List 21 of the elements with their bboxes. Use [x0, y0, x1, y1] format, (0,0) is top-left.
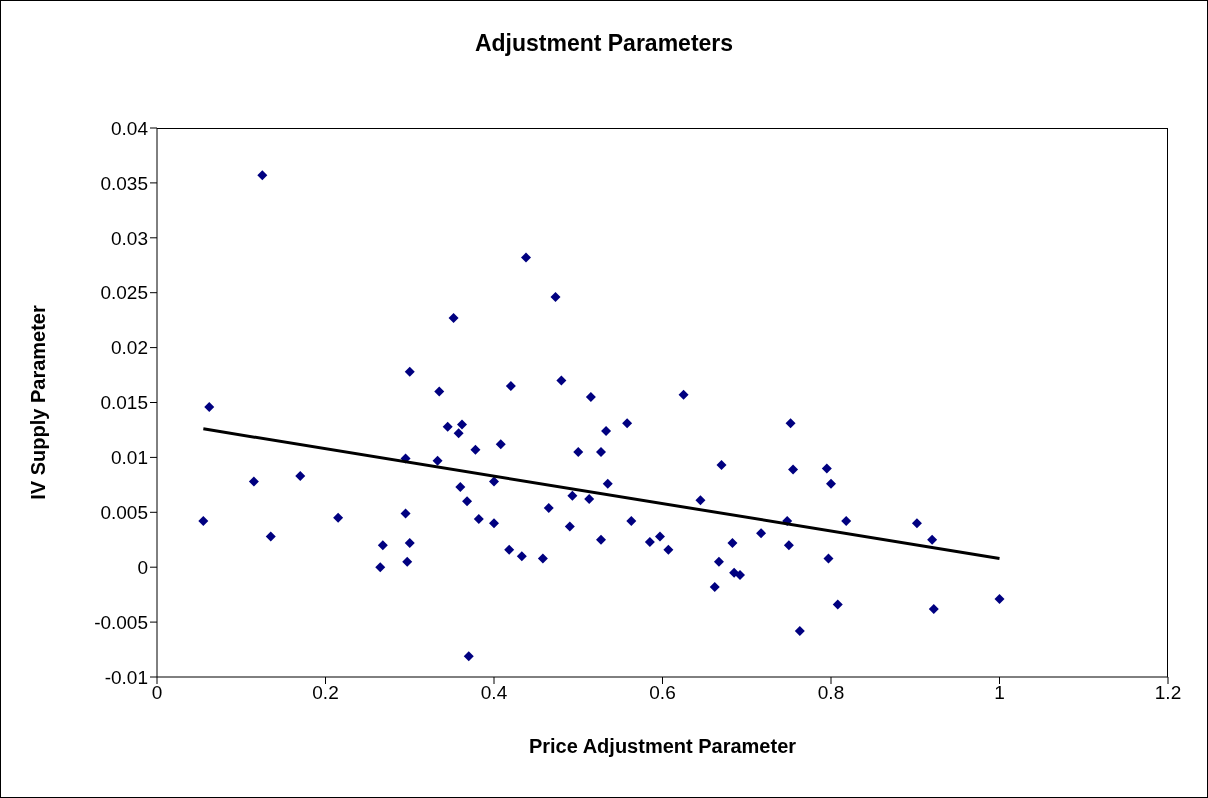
x-tick-label: 0.4 — [480, 682, 508, 704]
y-tick-label: 0.015 — [100, 392, 148, 414]
x-axis-title: Price Adjustment Parameter — [528, 735, 797, 758]
y-tick-label: 0 — [137, 556, 148, 578]
y-tick-label: 0.03 — [111, 227, 148, 249]
y-tick-label: 0.035 — [100, 172, 148, 194]
x-tick-label: 1 — [994, 682, 1005, 704]
x-tick-label: 0.6 — [649, 682, 676, 704]
chart-title: Adjustment Parameters — [473, 30, 735, 57]
x-tick-label: 0.8 — [817, 682, 845, 704]
y-tick-label: -0.005 — [94, 611, 148, 633]
x-tick-label: 1.2 — [1154, 682, 1182, 704]
x-tick-label: 0.2 — [312, 682, 339, 704]
y-tick-label: 0.005 — [100, 502, 148, 524]
y-tick-label: 0.04 — [111, 117, 149, 139]
y-axis-title: IV Supply Parameter — [27, 305, 50, 500]
y-tick-label: 0.01 — [111, 447, 148, 469]
y-tick-label: 0.02 — [111, 337, 148, 359]
y-tick-label: 0.025 — [100, 282, 148, 304]
y-tick-label: -0.01 — [104, 666, 148, 688]
x-tick-label: 0 — [151, 682, 163, 704]
